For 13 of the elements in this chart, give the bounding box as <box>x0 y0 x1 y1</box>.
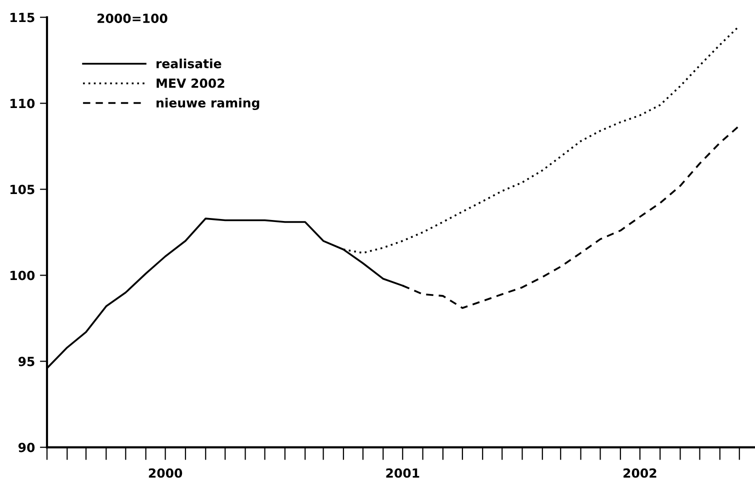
x-tick-label: 2000 <box>148 468 182 478</box>
y-tick-label: 115 <box>10 12 34 22</box>
x-tick-label: 2002 <box>624 468 656 478</box>
y-tick-label: 90 <box>18 442 35 452</box>
y-tick-label: 95 <box>18 356 34 366</box>
legend-label: nieuwe raming <box>156 98 260 110</box>
legend-label: realisatie <box>156 58 222 68</box>
y-tick-label: 100 <box>10 270 35 280</box>
y-tick-label: 110 <box>10 98 35 108</box>
chart-title: 2000=100 <box>98 14 168 24</box>
x-tick-label: 2001 <box>386 468 420 478</box>
y-tick-label: 105 <box>10 184 34 194</box>
legend-label: MEV 2002 <box>156 78 224 88</box>
